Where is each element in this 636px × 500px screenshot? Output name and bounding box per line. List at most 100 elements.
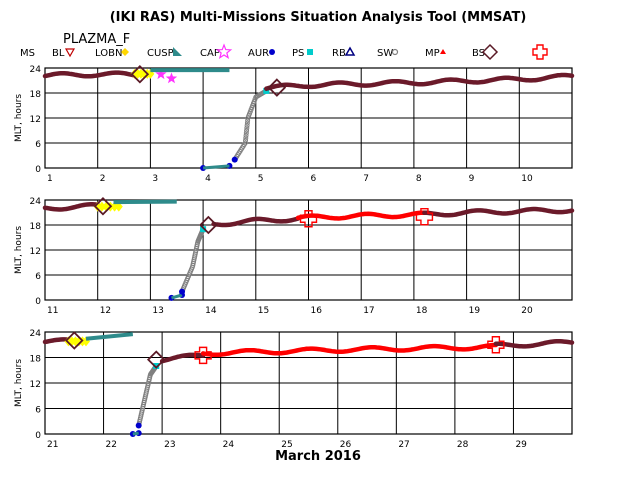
- x-tick-label: 6: [311, 174, 317, 184]
- bow-shock-marker: [93, 196, 113, 216]
- ps-point: [244, 120, 250, 126]
- legend-symbol-ps: [307, 49, 313, 55]
- series-msh: [211, 216, 301, 228]
- x-tick-label: 7: [363, 174, 369, 184]
- ps-end-point: [200, 226, 207, 233]
- ps-point: [243, 135, 249, 141]
- legend-item-sw: SW: [377, 48, 399, 59]
- y-tick-label: 18: [30, 355, 42, 365]
- ps-point: [243, 133, 249, 138]
- y-tick-label: 0: [35, 297, 41, 307]
- series-msh: [159, 352, 206, 364]
- crossing-marker: [194, 346, 212, 365]
- x-tick-label: 15: [258, 306, 269, 316]
- legend-label-rb: RB: [332, 48, 346, 59]
- series-msh: [493, 339, 575, 349]
- legend-label-mp: MP: [425, 48, 440, 59]
- y-tick-label: 6: [35, 140, 41, 150]
- x-tick-label: 27: [398, 440, 409, 450]
- series-aur: [168, 292, 186, 301]
- legend-symbol-shk: [532, 44, 548, 60]
- panel-frame: [44, 67, 573, 169]
- x-tick-label: 25: [281, 440, 292, 450]
- y-axis-label: MLT, hours: [14, 359, 24, 407]
- y-tick-label: 12: [30, 380, 41, 390]
- x-axis-label: March 2016: [275, 449, 361, 464]
- series-cap: [155, 68, 178, 84]
- x-tick-label: 1: [47, 174, 53, 184]
- cap-point: [155, 68, 167, 80]
- series-msh: [264, 72, 575, 91]
- y-tick-label: 6: [35, 272, 41, 282]
- region-legend: MS BL LOBN CUSP CAP AUR PS RB SW MP BS: [20, 43, 548, 61]
- legend-item-bl: BL: [52, 48, 76, 59]
- x-tick-label: 17: [363, 306, 374, 316]
- y-tick-label: 0: [35, 165, 41, 175]
- series-msh: [422, 206, 575, 218]
- legend-label-aur: AUR: [248, 48, 269, 59]
- y-tick-label: 24: [30, 329, 42, 339]
- ps-point: [243, 130, 249, 136]
- x-tick-label: 24: [223, 440, 235, 450]
- ps-end-point: [153, 363, 160, 369]
- ps-point: [243, 138, 249, 143]
- series-msh: [42, 202, 100, 212]
- legend-symbol-bl: [64, 48, 76, 58]
- legend-label-sw: SW: [377, 48, 393, 59]
- mission-name: PLAZMA_F: [63, 32, 130, 47]
- x-tick-label: 19: [469, 306, 481, 316]
- ps-point: [245, 118, 251, 123]
- x-tick-label: 11: [47, 306, 58, 316]
- y-tick-label: 12: [30, 247, 41, 257]
- legend-item-mp: MP: [425, 48, 446, 59]
- lobn-point: [110, 201, 119, 212]
- ps-start-point: [231, 156, 238, 163]
- legend-label-ms: MS: [20, 48, 35, 59]
- y-tick-label: 18: [30, 222, 42, 232]
- legend-symbol-mp: [440, 49, 446, 54]
- crossing-marker: [487, 336, 505, 354]
- x-tick-label: 16: [311, 306, 323, 316]
- legend-label-lobn: LOBN: [95, 48, 122, 59]
- x-tick-label: 4: [205, 174, 211, 184]
- ps-start-point: [135, 422, 142, 429]
- legend-symbol-bs: [481, 43, 499, 61]
- series-cusp: [85, 332, 134, 341]
- series-aur: [200, 162, 233, 171]
- legend-label-cap: CAP: [200, 48, 220, 59]
- x-tick-label: 10: [521, 174, 533, 184]
- legend-symbol-cusp: [173, 47, 182, 56]
- aur-cusp-segment: [202, 164, 230, 170]
- legend-label-ps: PS: [292, 48, 304, 59]
- legend-item-cusp: CUSP: [147, 47, 182, 59]
- x-tick-label: 5: [258, 174, 264, 184]
- bow-shock-marker: [130, 64, 150, 84]
- aur-cusp-segment: [132, 431, 139, 436]
- ps-point: [244, 128, 250, 133]
- y-tick-label: 12: [30, 115, 41, 125]
- legend-item-cap: CAP: [200, 43, 233, 60]
- panel-2: 0 6 12 18 24 11 12 13 14 15 16 17 18 19 20 MLT, hours: [14, 196, 575, 316]
- ps-point: [244, 123, 250, 128]
- series-ps: [231, 87, 270, 163]
- series-aur: [129, 430, 142, 437]
- crossing-marker: [415, 207, 434, 226]
- series-msh: [42, 70, 137, 79]
- figure-title: (IKI RAS) Multi-Missions Situation Analy…: [110, 10, 527, 25]
- bow-shock-marker: [267, 78, 287, 97]
- legend-symbol-cap: [215, 43, 233, 60]
- x-tick-label: 23: [164, 440, 175, 450]
- y-tick-label: 18: [30, 90, 42, 100]
- y-tick-label: 6: [35, 406, 41, 416]
- series-msh: [42, 337, 71, 345]
- bow-shock-marker: [65, 331, 84, 350]
- x-tick-label: 9: [469, 174, 475, 184]
- bow-shock-marker: [146, 350, 166, 369]
- series-ps: [179, 226, 207, 295]
- aur-cusp-segment: [171, 293, 183, 300]
- bow-shock-marker: [199, 215, 218, 235]
- legend-symbol-rb: [344, 46, 356, 56]
- x-tick-label: 2: [100, 174, 106, 184]
